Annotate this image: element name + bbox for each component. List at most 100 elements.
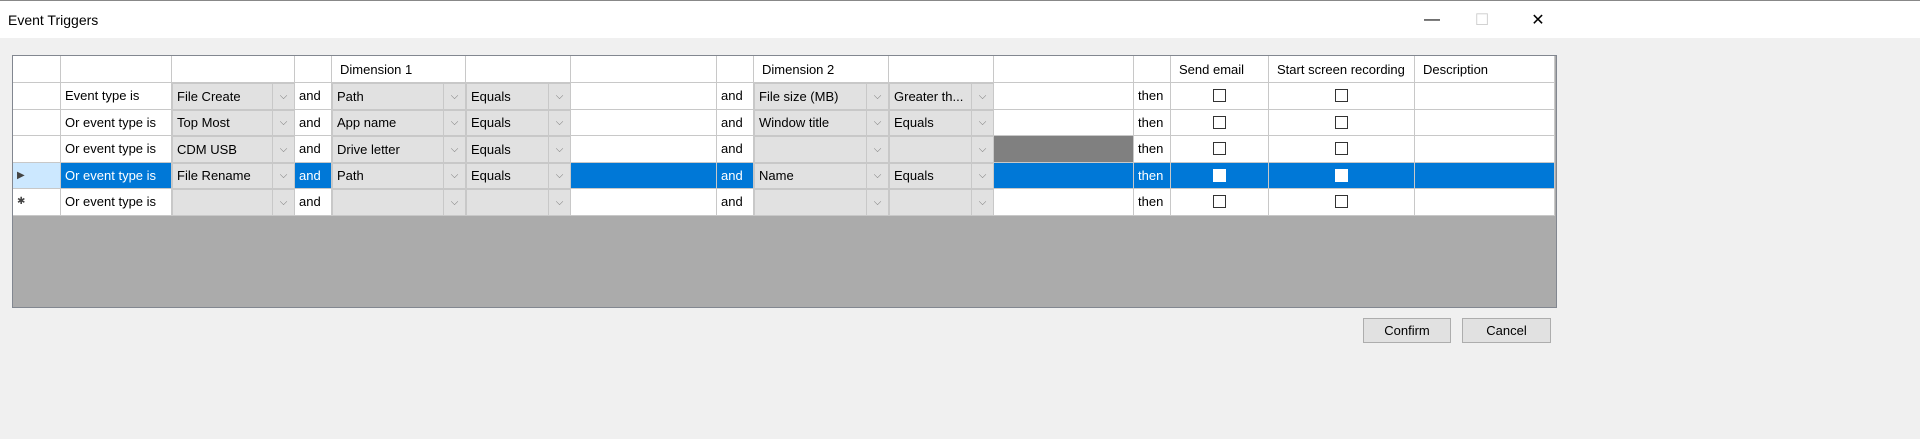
column-header-label[interactable] bbox=[61, 56, 172, 83]
chevron-down-icon[interactable]: ⌵ bbox=[548, 84, 570, 109]
chevron-down-icon[interactable]: ⌵ bbox=[971, 163, 993, 188]
description-input[interactable] bbox=[1415, 136, 1555, 163]
event-type-dropdown[interactable]: File Rename ⌵ bbox=[172, 162, 295, 189]
column-header-and[interactable] bbox=[717, 56, 754, 83]
value-1-input[interactable] bbox=[571, 162, 717, 189]
chevron-down-icon[interactable]: ⌵ bbox=[443, 84, 465, 109]
table-row[interactable]: Or event type is CDM USB ⌵ and Drive letter ⌵… bbox=[13, 136, 1555, 163]
dimension-2-dropdown[interactable]: ⌵ bbox=[754, 189, 889, 216]
column-header-event[interactable] bbox=[172, 56, 295, 83]
confirm-button[interactable]: Confirm bbox=[1363, 318, 1451, 343]
chevron-down-icon[interactable]: ⌵ bbox=[866, 137, 888, 162]
chevron-down-icon[interactable]: ⌵ bbox=[971, 84, 993, 109]
column-header-send-email[interactable]: Send email bbox=[1171, 56, 1269, 83]
value-1-input[interactable] bbox=[571, 136, 717, 163]
table-row[interactable]: ✱ Or event type is ⌵ and ⌵ ⌵ and ⌵ ⌵ then bbox=[13, 189, 1555, 216]
dimension-2-dropdown[interactable]: Window title ⌵ bbox=[754, 109, 889, 136]
chevron-down-icon[interactable]: ⌵ bbox=[443, 110, 465, 135]
chevron-down-icon[interactable]: ⌵ bbox=[866, 163, 888, 188]
value-2-input[interactable] bbox=[994, 136, 1134, 163]
chevron-down-icon[interactable]: ⌵ bbox=[272, 84, 294, 109]
chevron-down-icon[interactable]: ⌵ bbox=[548, 137, 570, 162]
value-1-input[interactable] bbox=[571, 189, 717, 216]
chevron-down-icon[interactable]: ⌵ bbox=[548, 190, 570, 215]
dimension-1-dropdown[interactable]: Drive letter ⌵ bbox=[332, 136, 466, 163]
chevron-down-icon[interactable]: ⌵ bbox=[443, 163, 465, 188]
value-2-input[interactable] bbox=[994, 162, 1134, 189]
send-email-checkbox[interactable] bbox=[1213, 115, 1226, 129]
column-header-value[interactable] bbox=[994, 56, 1134, 83]
chevron-down-icon[interactable]: ⌵ bbox=[443, 137, 465, 162]
operator-2-dropdown[interactable]: Equals ⌵ bbox=[889, 162, 994, 189]
send-email-checkbox[interactable] bbox=[1213, 89, 1226, 103]
maximize-button[interactable]: ☐ bbox=[1474, 12, 1490, 29]
dimension-1-dropdown[interactable]: Path ⌵ bbox=[332, 162, 466, 189]
table-row[interactable]: ▶ Or event type is File Rename ⌵ and Path ⌵ Equ… bbox=[13, 162, 1555, 189]
dimension-1-dropdown[interactable]: App name ⌵ bbox=[332, 109, 466, 136]
chevron-down-icon[interactable]: ⌵ bbox=[971, 110, 993, 135]
chevron-down-icon[interactable]: ⌵ bbox=[443, 190, 465, 215]
description-input[interactable] bbox=[1415, 189, 1555, 216]
column-header-row-header[interactable] bbox=[13, 56, 61, 83]
dimension-2-dropdown[interactable]: Name ⌵ bbox=[754, 162, 889, 189]
column-header-then[interactable] bbox=[1134, 56, 1171, 83]
minimize-button[interactable]: — bbox=[1424, 11, 1440, 28]
chevron-down-icon[interactable]: ⌵ bbox=[272, 190, 294, 215]
dimension-1-dropdown[interactable]: ⌵ bbox=[332, 189, 466, 216]
operator-2-dropdown[interactable]: ⌵ bbox=[889, 189, 994, 216]
event-triggers-grid[interactable]: Dimension 1 Dimension 2 Send email Start sc… bbox=[12, 55, 1557, 308]
start-screen-recording-checkbox[interactable] bbox=[1335, 195, 1348, 209]
operator-1-dropdown[interactable]: ⌵ bbox=[466, 189, 571, 216]
description-input[interactable] bbox=[1415, 109, 1555, 136]
operator-2-dropdown[interactable]: ⌵ bbox=[889, 136, 994, 163]
chevron-down-icon[interactable]: ⌵ bbox=[971, 137, 993, 162]
event-type-dropdown[interactable]: Top Most ⌵ bbox=[172, 109, 295, 136]
event-type-dropdown[interactable]: CDM USB ⌵ bbox=[172, 136, 295, 163]
column-header-dimension-1[interactable]: Dimension 1 bbox=[332, 56, 466, 83]
column-header-op[interactable] bbox=[889, 56, 994, 83]
column-header-op[interactable] bbox=[466, 56, 571, 83]
chevron-down-icon[interactable]: ⌵ bbox=[866, 190, 888, 215]
description-input[interactable] bbox=[1415, 162, 1555, 189]
chevron-down-icon[interactable]: ⌵ bbox=[866, 110, 888, 135]
start-screen-recording-checkbox[interactable] bbox=[1335, 142, 1348, 156]
operator-1-dropdown[interactable]: Equals ⌵ bbox=[466, 109, 571, 136]
operator-2-dropdown[interactable]: Equals ⌵ bbox=[889, 109, 994, 136]
chevron-down-icon[interactable]: ⌵ bbox=[971, 190, 993, 215]
chevron-down-icon[interactable]: ⌵ bbox=[866, 84, 888, 109]
operator-1-dropdown[interactable]: Equals ⌵ bbox=[466, 83, 571, 110]
dimension-2-dropdown[interactable]: File size (MB) ⌵ bbox=[754, 83, 889, 110]
operator-1-dropdown[interactable]: Equals ⌵ bbox=[466, 136, 571, 163]
dimension-2-dropdown[interactable]: ⌵ bbox=[754, 136, 889, 163]
column-header-dimension-2[interactable]: Dimension 2 bbox=[754, 56, 889, 83]
column-header-and[interactable] bbox=[295, 56, 332, 83]
close-button[interactable]: ✕ bbox=[1531, 12, 1545, 29]
send-email-checkbox[interactable] bbox=[1213, 195, 1226, 209]
value-1-input[interactable] bbox=[571, 109, 717, 136]
column-header-start-screen-recording[interactable]: Start screen recording bbox=[1269, 56, 1415, 83]
send-email-checkbox[interactable] bbox=[1213, 142, 1226, 156]
chevron-down-icon[interactable]: ⌵ bbox=[548, 163, 570, 188]
event-type-dropdown[interactable]: ⌵ bbox=[172, 189, 295, 216]
value-2-input[interactable] bbox=[994, 109, 1134, 136]
column-header-value[interactable] bbox=[571, 56, 717, 83]
column-header-description[interactable]: Description bbox=[1415, 56, 1555, 83]
value-2-input[interactable] bbox=[994, 83, 1134, 110]
table-row[interactable]: Event type is File Create ⌵ and Path ⌵ Equals ⌵… bbox=[13, 83, 1555, 110]
chevron-down-icon[interactable]: ⌵ bbox=[272, 163, 294, 188]
start-screen-recording-checkbox[interactable] bbox=[1335, 89, 1348, 103]
event-type-dropdown[interactable]: File Create ⌵ bbox=[172, 83, 295, 110]
chevron-down-icon[interactable]: ⌵ bbox=[272, 137, 294, 162]
start-screen-recording-checkbox[interactable] bbox=[1335, 168, 1348, 182]
chevron-down-icon[interactable]: ⌵ bbox=[548, 110, 570, 135]
dimension-1-dropdown[interactable]: Path ⌵ bbox=[332, 83, 466, 110]
start-screen-recording-checkbox[interactable] bbox=[1335, 115, 1348, 129]
value-1-input[interactable] bbox=[571, 83, 717, 110]
description-input[interactable] bbox=[1415, 83, 1555, 110]
operator-1-dropdown[interactable]: Equals ⌵ bbox=[466, 162, 571, 189]
cancel-button[interactable]: Cancel bbox=[1462, 318, 1551, 343]
table-row[interactable]: Or event type is Top Most ⌵ and App name ⌵ Equ… bbox=[13, 109, 1555, 136]
chevron-down-icon[interactable]: ⌵ bbox=[272, 110, 294, 135]
operator-2-dropdown[interactable]: Greater th... ⌵ bbox=[889, 83, 994, 110]
value-2-input[interactable] bbox=[994, 189, 1134, 216]
